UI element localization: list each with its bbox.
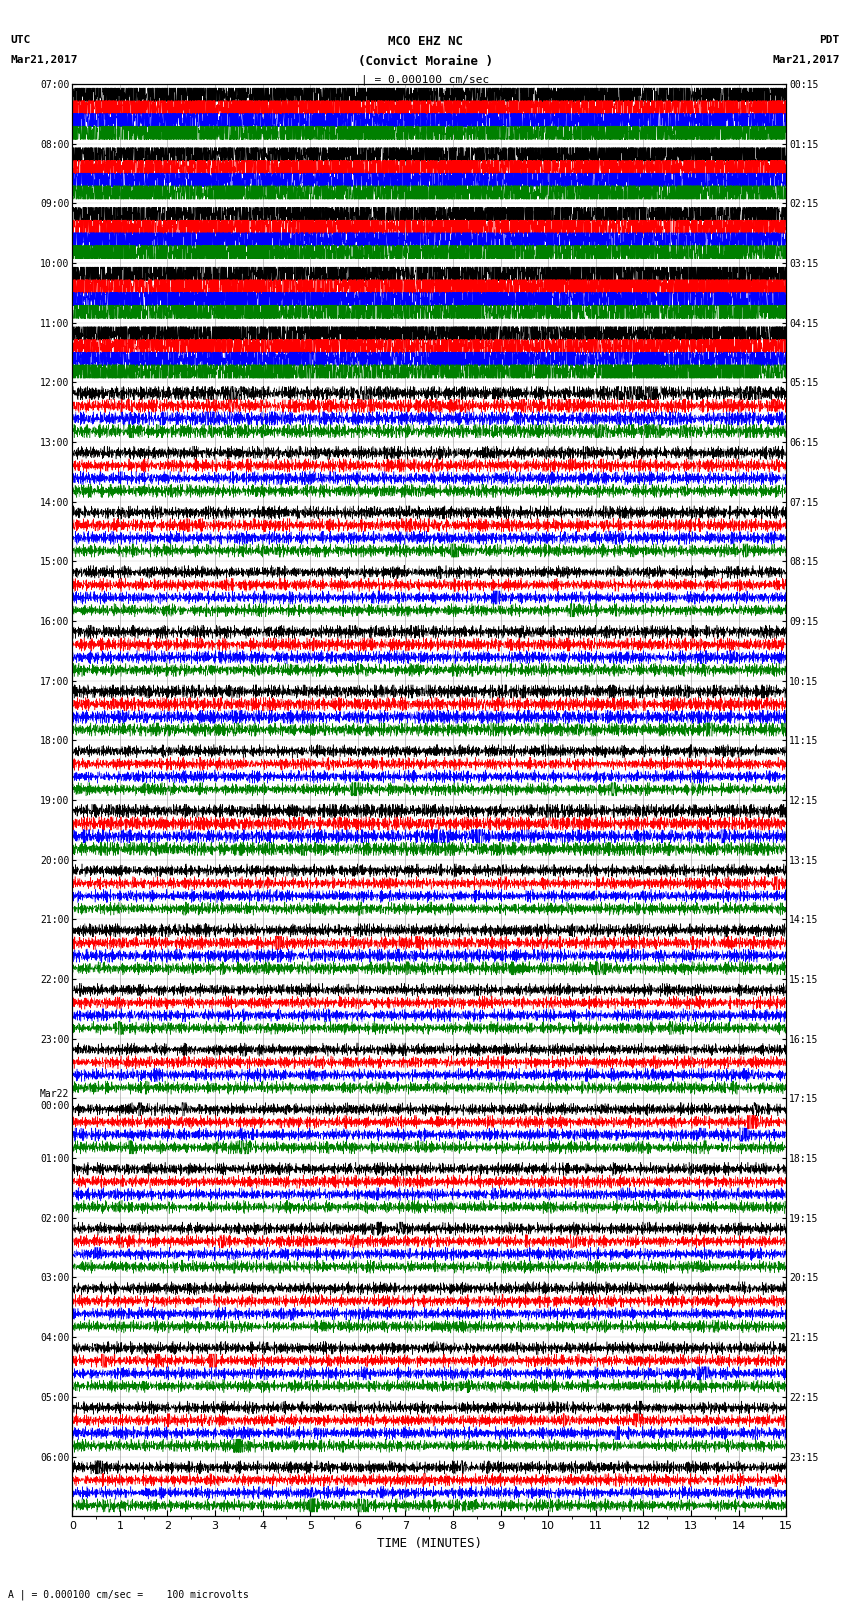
X-axis label: TIME (MINUTES): TIME (MINUTES) [377,1537,482,1550]
Text: | = 0.000100 cm/sec: | = 0.000100 cm/sec [361,74,489,85]
Text: MCO EHZ NC: MCO EHZ NC [388,35,462,48]
Text: (Convict Moraine ): (Convict Moraine ) [358,55,492,68]
Text: PDT: PDT [819,35,840,45]
Text: Mar21,2017: Mar21,2017 [773,55,840,65]
Text: A | = 0.000100 cm/sec =    100 microvolts: A | = 0.000100 cm/sec = 100 microvolts [8,1589,249,1600]
Text: Mar21,2017: Mar21,2017 [10,55,77,65]
Text: UTC: UTC [10,35,31,45]
